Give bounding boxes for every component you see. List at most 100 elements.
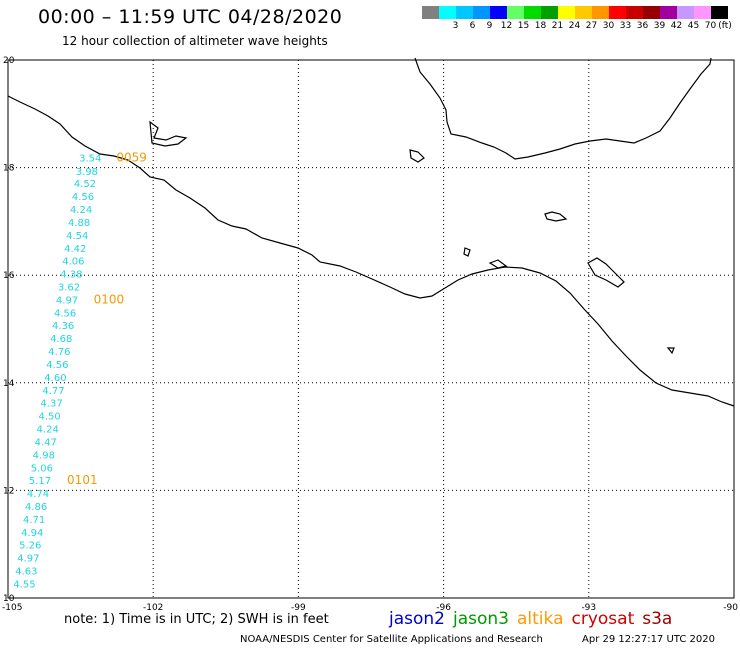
colorbar-swatch: [626, 6, 643, 19]
colorbar-swatch: [694, 6, 711, 19]
yucatan-gulf-coastline: [414, 57, 712, 160]
swh-value-label: 4.94: [21, 528, 43, 539]
colorbar-label: 30: [602, 21, 615, 31]
swh-value-label: 4.97: [17, 554, 39, 565]
swh-value-label: 4.55: [13, 579, 35, 590]
latitude-tick-label: 16: [3, 271, 15, 281]
latitude-tick-label: 12: [3, 486, 14, 496]
island-guatemala-lakes: [587, 257, 625, 288]
swh-value-label: 4.71: [23, 515, 45, 526]
swh-value-label: 4.54: [66, 231, 88, 242]
altika-swh-track: 3.54 3.984.52 4.56 4.24 4.88 4.54 4.42 4.06 4.38…: [13, 150, 147, 590]
swh-value-label: 4.88: [68, 218, 90, 229]
swh-value-label: 4.76: [48, 347, 70, 358]
colorbar-label: 70: [704, 21, 717, 31]
lat-lon-grid: [8, 60, 734, 598]
longitude-tick-label: -102: [143, 603, 163, 613]
colorbar-label: 42: [670, 21, 683, 31]
swh-value-label: 3.62: [58, 282, 80, 293]
island-lake-chapala: [149, 120, 188, 147]
colorbar-label: 15: [517, 21, 530, 31]
swh-value-label: 4.56: [72, 192, 94, 203]
island-small-2: [488, 259, 508, 269]
colorbar-label: 18: [534, 21, 547, 31]
swh-value-label: 4.74: [27, 489, 49, 500]
swh-value-label: 4.24: [37, 425, 59, 436]
swh-value-label: 4.68: [50, 334, 72, 345]
mission-legend-item: altika: [517, 609, 564, 629]
axis-tick-labels: 20 18 16 14 12 10-105 -102 -99 -96 -93 -90: [2, 56, 738, 613]
colorbar-swatch: [473, 6, 490, 19]
longitude-tick-label: -96: [436, 603, 451, 613]
colorbar-label: 24: [568, 21, 581, 31]
colorbar-swatch: [643, 6, 660, 19]
swh-value-label: 4.47: [35, 437, 57, 448]
island-small-1: [463, 247, 471, 257]
colorbar-label: 3: [452, 21, 459, 31]
mission-legend-item: jason2: [389, 609, 445, 629]
swh-value-label: 4.24: [70, 205, 92, 216]
colorbar-swatch: [541, 6, 558, 19]
island-small-3: [666, 347, 675, 355]
mexico-pacific-coastline: [7, 95, 735, 407]
colorbar-swatch: [711, 6, 728, 19]
footer-note: note: 1) Time is in UTC; 2) SWH is in fe…: [64, 612, 329, 627]
swh-value-label: 3.54: [79, 153, 101, 164]
colorbar-swatch: [660, 6, 677, 19]
colorbar-label: 9: [486, 21, 493, 31]
swh-value-label: 4.86: [25, 502, 47, 513]
colorbar-swatch: [592, 6, 609, 19]
swh-value-label: 4.97: [56, 295, 78, 306]
swh-value-label: 5.26: [19, 541, 41, 552]
colorbar-label: 39: [653, 21, 666, 31]
longitude-tick-label: -93: [581, 603, 596, 613]
swh-value-label: 4.52: [74, 179, 96, 190]
mission-legend-item: jason3: [453, 609, 509, 629]
credit-text: NOAA/NESDIS Center for Satellite Applica…: [240, 634, 543, 645]
colorbar-label: 36: [636, 21, 649, 31]
map-title: 00:00 – 11:59 UTC 04/28/2020: [38, 6, 343, 28]
swh-value-label: 5.06: [31, 463, 53, 474]
latitude-tick-label: 20: [3, 56, 15, 66]
swh-value-label: 3.98: [76, 167, 98, 178]
colorbar-label: 21: [551, 21, 564, 31]
colorbar-swatch: [507, 6, 524, 19]
utc-time-label: 0059: [116, 150, 147, 164]
colorbar-swatch: [524, 6, 541, 19]
latitude-tick-label: 14: [3, 379, 15, 389]
utc-time-label: 0101: [67, 473, 98, 487]
swh-value-label: 4.60: [44, 373, 66, 384]
utc-time-label: 0100: [94, 292, 125, 306]
longitude-tick-label: -99: [291, 603, 306, 613]
longitude-tick-label: -105: [2, 603, 22, 613]
swh-value-label: 4.37: [40, 399, 62, 410]
swh-value-label: 4.77: [42, 386, 64, 397]
swh-value-label: 4.06: [62, 257, 84, 268]
island-mexico-lake: [409, 149, 425, 163]
mission-legend-item: cryosat: [571, 609, 635, 629]
map-frame: [7, 59, 735, 599]
colorbar-swatch: [575, 6, 592, 19]
swh-value-label: 4.56: [46, 360, 68, 371]
colorbar-swatch: [609, 6, 626, 19]
colorbar-label: 27: [585, 21, 598, 31]
latitude-tick-label: 18: [3, 164, 15, 174]
generation-timestamp: Apr 29 12:27:17 UTC 2020: [582, 634, 715, 645]
island-belize: [544, 211, 568, 222]
colorbar-label: 45: [687, 21, 700, 31]
colorbar-label: 6: [469, 21, 476, 31]
swh-value-label: 4.36: [52, 321, 74, 332]
swh-value-label: 4.42: [64, 244, 86, 255]
swh-value-label: 4.63: [15, 567, 37, 578]
colorbar-swatch: [490, 6, 507, 19]
map-subtitle: 12 hour collection of altimeter wave hei…: [62, 34, 328, 48]
colorbar-swatch: [439, 6, 456, 19]
mission-legend-item: s3a: [642, 609, 673, 629]
swh-value-label: 4.50: [38, 412, 60, 423]
swh-value-label: 5.17: [29, 476, 51, 487]
colorbar-unit: (ft): [718, 21, 732, 31]
latitude-tick-label: 10: [3, 594, 15, 604]
coastline: [7, 57, 735, 407]
colorbar-label: 33: [619, 21, 632, 31]
